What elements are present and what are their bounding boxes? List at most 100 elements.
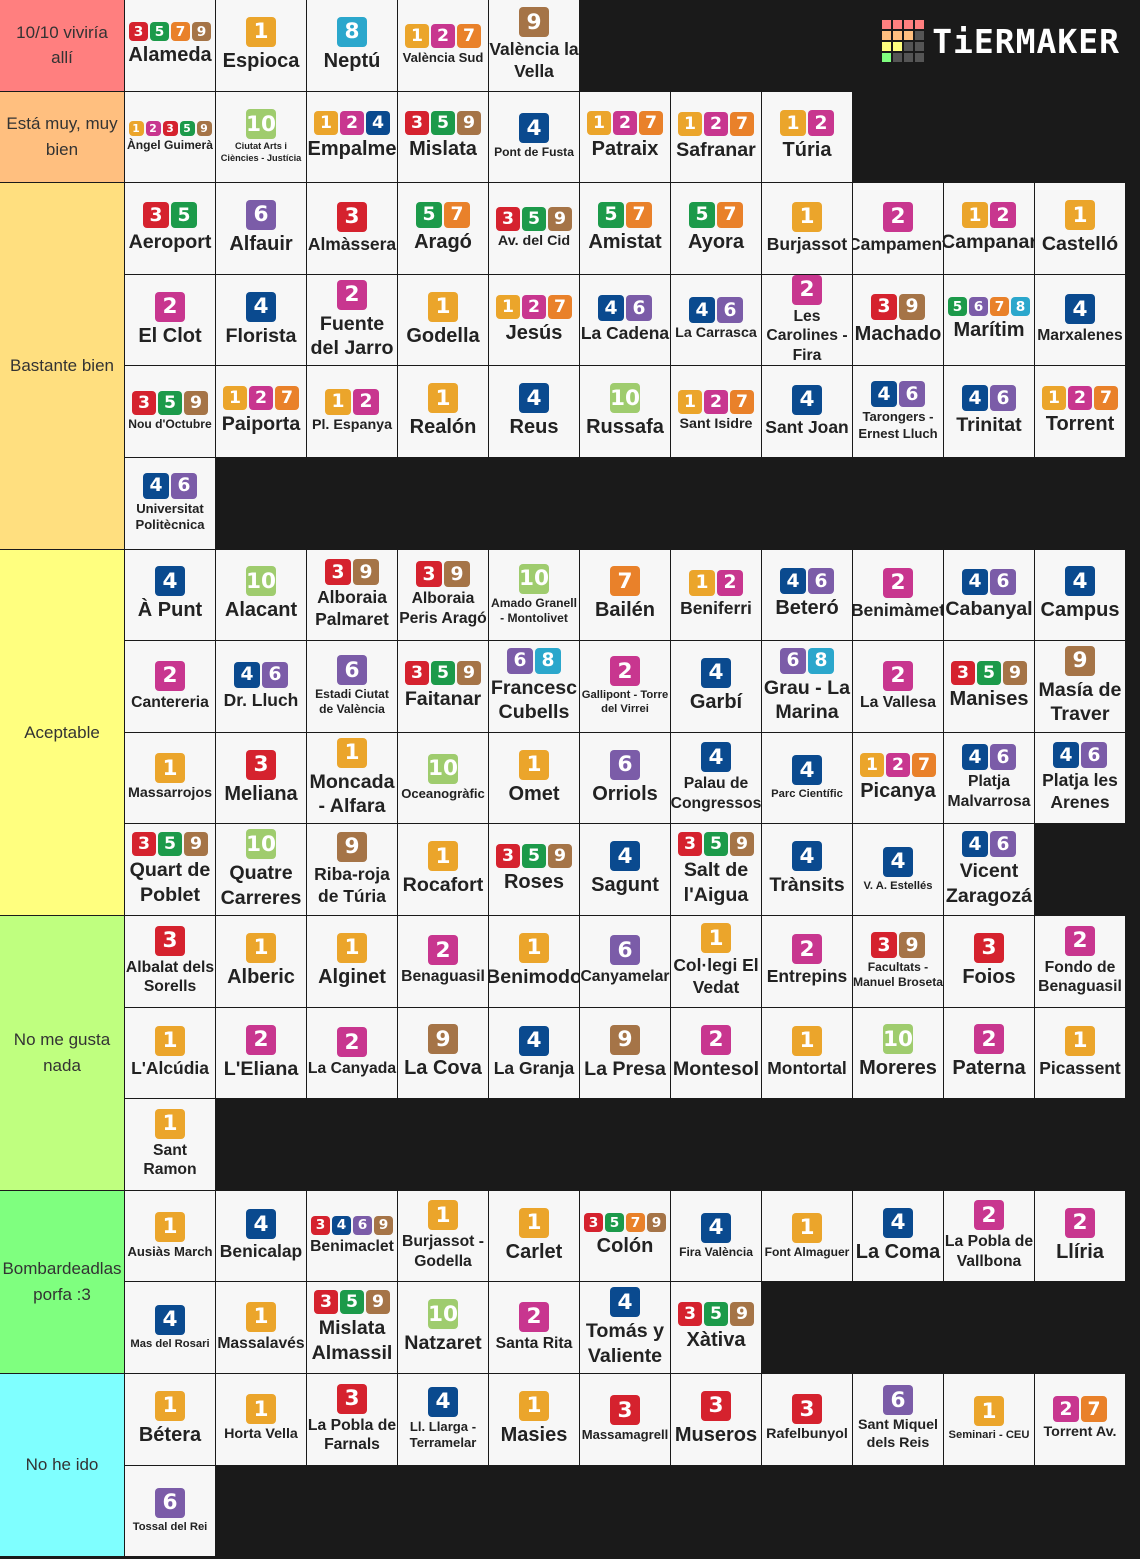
line-badge: 4 (519, 383, 549, 414)
line-badges: 10 (246, 566, 276, 597)
line-badge: 10 (246, 566, 276, 597)
station-tile: 2 7 Torrent Av. (1035, 1373, 1125, 1465)
station-name: Salt de l'Aigua (683, 859, 749, 906)
line-badges: 2 (155, 291, 185, 322)
line-badge: 1 (1042, 386, 1066, 411)
line-badge: 6 (171, 472, 197, 499)
station-tile: 6 8 Francesc Cubells (489, 641, 579, 732)
station-name: Montortal (767, 1057, 847, 1078)
line-badge: 9 (196, 120, 212, 136)
line-badges: 1 (155, 1390, 185, 1421)
station-tile: 1 Espioca (216, 0, 306, 91)
line-badge: 3 (792, 1394, 822, 1425)
station-tile: 10 Moreres (853, 1007, 943, 1099)
station-tile: 4 Tomás y Valiente (580, 1282, 670, 1373)
station-tile: 1 Font Almaguer (762, 1190, 852, 1282)
station-name: Albalat dels Sorells (125, 958, 215, 996)
line-badge: 4 (519, 1025, 549, 1056)
line-badge: 4 (701, 657, 731, 688)
station-tile: 3 Meliana (216, 732, 306, 824)
line-badge: 1 (428, 841, 458, 872)
station-tile: 9 València la Vella (489, 0, 579, 91)
line-badge: 9 (730, 832, 754, 857)
line-badge: 2 (431, 24, 455, 49)
line-badge: 2 (974, 1200, 1004, 1231)
station-tile: 4 Florista (216, 274, 306, 366)
station-tile: 3 5 9 Nou d'Octubre (125, 366, 215, 457)
station-name: Benimaclet (310, 1237, 394, 1255)
line-badge: 9 (899, 932, 925, 959)
line-badge: 7 (1081, 1396, 1107, 1423)
line-badges: 1 (246, 1301, 276, 1332)
station-tile: 1 2 Pl. Espanya (307, 366, 397, 457)
station-tile: 3 9 Machado (853, 274, 943, 366)
line-badge: 2 (613, 111, 637, 136)
station-tile: 5 7 Aragó (398, 183, 488, 274)
station-name: Alameda (128, 44, 212, 67)
station-tile: 1 Ausiàs March (125, 1190, 215, 1282)
line-badges: 10 (428, 753, 458, 784)
line-badges: 6 (610, 749, 640, 780)
line-badge: 5 (340, 1290, 364, 1315)
line-badge: 4 (871, 381, 897, 408)
station-name: Alberic (227, 965, 295, 988)
station-name: Empalme (307, 138, 397, 161)
station-name: Alboraia Peris Aragó (399, 590, 487, 627)
line-badges: 4 (246, 1209, 276, 1240)
line-badge: 4 (155, 566, 185, 597)
line-badges: 6 (155, 1487, 185, 1518)
line-badge: 9 (192, 22, 211, 42)
line-badge: 1 (155, 1108, 185, 1139)
station-name: Faitanar (404, 688, 482, 711)
station-tile: 4 Palau de Congressos (671, 732, 761, 824)
logo-icon (882, 20, 925, 62)
station-tile: 3 5 9 Mislata (398, 91, 488, 183)
station-tile: 4 Sant Joan (762, 366, 852, 457)
line-badge: 4 (155, 1304, 185, 1335)
station-name: Quart de Poblet (129, 859, 211, 906)
line-badge: 1 (405, 24, 429, 49)
station-name: Benimàmet (853, 599, 943, 620)
station-name: Col·legi El Vedat (673, 955, 759, 998)
station-tile: 6 Orriols (580, 732, 670, 824)
line-badge: 1 (1065, 200, 1095, 231)
line-badge: 4 (598, 295, 624, 322)
line-badge: 7 (457, 24, 481, 49)
station-name: Reus (509, 416, 559, 439)
line-badge: 9 (337, 831, 367, 862)
line-badge: 4 (610, 841, 640, 872)
station-name: Massamagrell (581, 1427, 669, 1443)
station-name: L'Eliana (223, 1057, 299, 1080)
station-name: Godella (406, 324, 480, 347)
station-name: Garbí (689, 690, 743, 713)
line-badge: 6 (990, 568, 1016, 595)
line-badge: 4 (366, 111, 390, 136)
line-badge: 4 (1053, 742, 1079, 769)
station-name: Canyamelar (580, 968, 670, 986)
tier-label: 10/10 viviría allí (0, 0, 124, 91)
station-name: Masía de Traver (1038, 678, 1122, 726)
station-name: Universitat Politècnica (135, 500, 205, 533)
line-badges: 3 (974, 932, 1004, 963)
line-badges: 1 (428, 841, 458, 872)
station-name: Ll. Llarga - Terramelar (409, 1418, 477, 1451)
station-tile: 4 Sagunt (580, 824, 670, 915)
tier-label: Bastante bien (0, 183, 124, 549)
station-tile: 10 Amado Granell - Montolivet (489, 549, 579, 641)
line-badge: 9 (1003, 660, 1027, 685)
line-badge: 6 (990, 385, 1016, 412)
line-badge: 3 (337, 1383, 367, 1414)
line-badges: 4 (701, 742, 731, 773)
line-badge: 2 (340, 111, 364, 136)
station-name: Patraix (591, 138, 659, 161)
line-badges: 4 (519, 1025, 549, 1056)
station-tile: 3 Massamagrell (580, 1373, 670, 1465)
line-badges: 4 (155, 1304, 185, 1335)
line-badge: 10 (883, 1024, 913, 1055)
station-tile: 3 5 9 Av. del Cid (489, 183, 579, 274)
line-badge: 5 (431, 111, 455, 136)
